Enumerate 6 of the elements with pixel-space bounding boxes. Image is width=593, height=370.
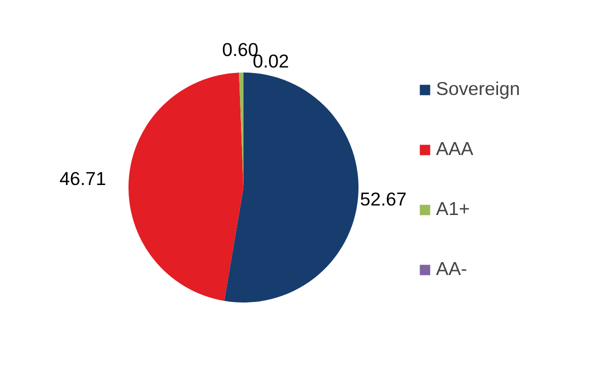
legend-label: AA- (436, 258, 468, 280)
legend-label: AAA (436, 138, 474, 160)
legend-label: A1+ (436, 198, 470, 220)
data-label: 52.67 (360, 188, 407, 210)
data-label: 46.71 (59, 168, 106, 190)
legend-label: Sovereign (436, 78, 520, 100)
